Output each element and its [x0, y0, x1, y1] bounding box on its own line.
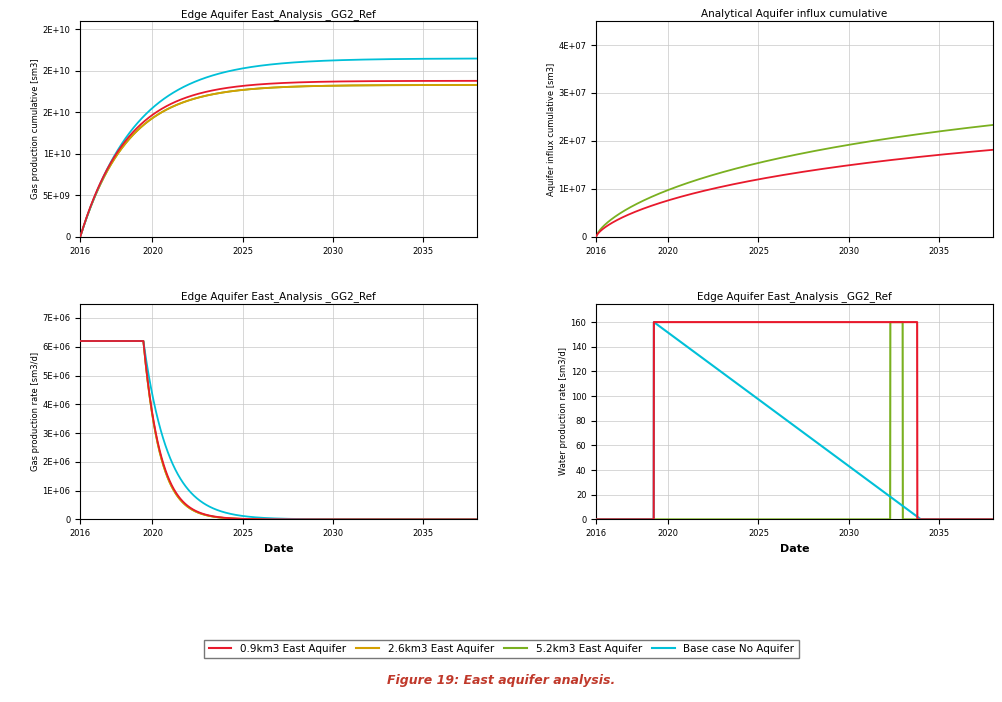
X-axis label: Date: Date — [264, 543, 294, 554]
Y-axis label: Gas production rate [sm3/d]: Gas production rate [sm3/d] — [31, 352, 39, 471]
Legend: 0.9km3 East Aquifer, 2.6km3 East Aquifer, 5.2km3 East Aquifer, Base case No Aqui: 0.9km3 East Aquifer, 2.6km3 East Aquifer… — [204, 640, 798, 658]
Y-axis label: Gas production cumulative [sm3]: Gas production cumulative [sm3] — [31, 59, 40, 199]
Title: Edge Aquifer East_Analysis _GG2_Ref: Edge Aquifer East_Analysis _GG2_Ref — [181, 9, 376, 20]
Text: Figure 19: East aquifer analysis.: Figure 19: East aquifer analysis. — [387, 673, 615, 687]
X-axis label: Date: Date — [779, 543, 809, 554]
Title: Analytical Aquifer influx cumulative: Analytical Aquifer influx cumulative — [700, 9, 887, 19]
Title: Edge Aquifer East_Analysis _GG2_Ref: Edge Aquifer East_Analysis _GG2_Ref — [696, 291, 891, 303]
Y-axis label: Water production rate [sm3/d]: Water production rate [sm3/d] — [558, 347, 567, 475]
Title: Edge Aquifer East_Analysis _GG2_Ref: Edge Aquifer East_Analysis _GG2_Ref — [181, 291, 376, 303]
Y-axis label: Aquifer influx cumulative [sm3]: Aquifer influx cumulative [sm3] — [546, 62, 555, 196]
